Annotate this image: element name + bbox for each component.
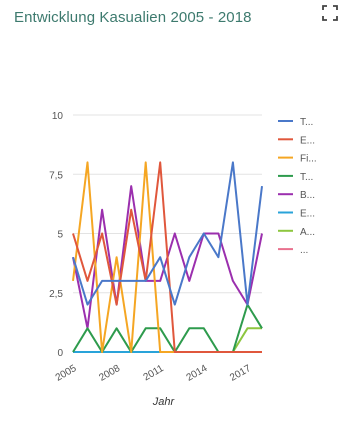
- x-tick-label: 2005: [54, 363, 79, 384]
- legend-label: T...: [300, 117, 313, 128]
- expand-icon-glyph: [322, 5, 338, 21]
- series-line[interactable]: [72, 161, 262, 353]
- legend-item[interactable]: E...: [278, 209, 315, 220]
- legend: T... E... Fi... T... B... E... A......: [278, 117, 317, 256]
- y-tick-label: 2,5: [49, 289, 63, 300]
- y-axis-ticks: 0 2,5 5 7,5 10: [49, 111, 63, 359]
- chart-title: Entwicklung Kasualien 2005 - 2018: [14, 9, 252, 26]
- x-axis-title: Jahr: [152, 396, 176, 408]
- y-tick-label: 0: [57, 348, 63, 359]
- x-tick-label: 2008: [97, 363, 122, 384]
- expand-icon[interactable]: [321, 4, 339, 22]
- x-axis-ticks: 2005 2008 2011 2014 2017: [54, 363, 254, 384]
- legend-label: Fi...: [300, 154, 317, 165]
- legend-label: T...: [300, 172, 313, 183]
- legend-item[interactable]: A...: [278, 227, 315, 238]
- series-line[interactable]: [72, 161, 263, 306]
- legend-item[interactable]: Fi...: [278, 154, 317, 165]
- y-tick-label: 10: [52, 111, 64, 122]
- legend-item[interactable]: T...: [278, 172, 313, 183]
- legend-item[interactable]: ...: [278, 245, 308, 256]
- legend-label: A...: [300, 227, 315, 238]
- series-lines: [72, 161, 263, 353]
- legend-label: E...: [300, 209, 315, 220]
- legend-label: E...: [300, 135, 315, 146]
- x-tick-label: 2014: [185, 363, 210, 384]
- x-tick-label: 2017: [228, 363, 253, 384]
- legend-item[interactable]: E...: [278, 135, 315, 146]
- legend-item[interactable]: B...: [278, 190, 315, 201]
- legend-label: ...: [300, 245, 308, 256]
- y-tick-label: 7,5: [49, 170, 63, 181]
- x-tick-label: 2011: [142, 363, 167, 383]
- legend-label: B...: [300, 190, 315, 201]
- legend-item[interactable]: T...: [278, 117, 313, 128]
- y-tick-label: 5: [57, 230, 63, 241]
